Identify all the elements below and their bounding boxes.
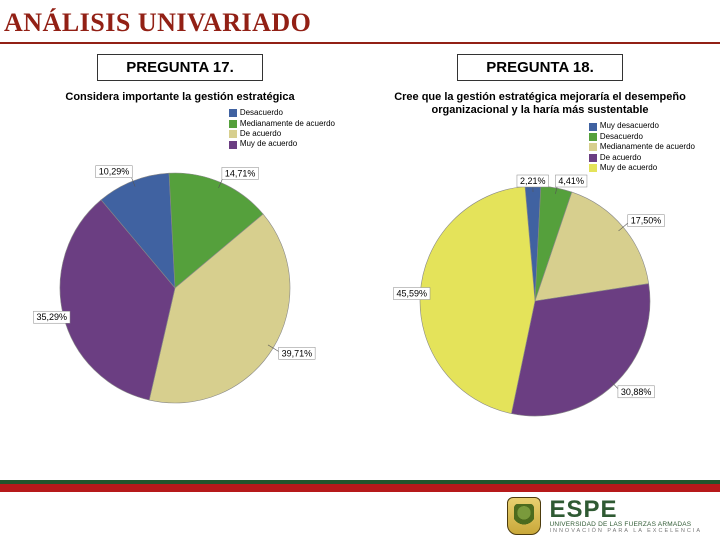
svg-text:10,29%: 10,29% [99, 167, 130, 177]
legend-label: De acuerdo [240, 129, 281, 139]
footer: ESPE UNIVERSIDAD DE LAS FUERZAS ARMADAS … [0, 480, 720, 540]
svg-text:39,71%: 39,71% [282, 348, 313, 358]
svg-text:30,88%: 30,88% [621, 387, 652, 397]
legend-item: De acuerdo [589, 153, 695, 163]
legend-item: Muy desacuerdo [589, 121, 695, 131]
svg-text:2,21%: 2,21% [520, 176, 546, 186]
svg-text:35,29%: 35,29% [36, 312, 67, 322]
legend-swatch [229, 141, 237, 149]
legend-18: Muy desacuerdoDesacuerdoMedianamente de … [589, 121, 695, 173]
slice-label: 35,29% [33, 311, 70, 323]
svg-text:4,41%: 4,41% [558, 176, 584, 186]
legend-swatch [589, 143, 597, 151]
legend-item: Desacuerdo [229, 108, 335, 118]
legend-item: De acuerdo [229, 129, 335, 139]
chart-col-18: PREGUNTA 18. Cree que la gestión estraté… [380, 54, 700, 431]
question-label-18: PREGUNTA 18. [457, 54, 623, 81]
logo-crest-icon [507, 497, 541, 535]
slice-label: 2,21% [517, 175, 549, 187]
chart-title-18: Cree que la gestión estratégica mejorarí… [380, 91, 700, 117]
legend-swatch [229, 109, 237, 117]
slice-label: 39,71% [279, 347, 316, 359]
logo-main: ESPE [549, 498, 702, 522]
footer-body: ESPE UNIVERSIDAD DE LAS FUERZAS ARMADAS … [0, 492, 720, 540]
legend-17: DesacuerdoMedianamente de acuerdoDe acue… [229, 108, 335, 150]
legend-swatch [589, 154, 597, 162]
chart-title-17: Considera importante la gestión estratég… [65, 91, 294, 104]
legend-label: Medianamente de acuerdo [600, 142, 695, 152]
slice-label: 14,71% [222, 168, 259, 180]
pie-17: 10,29%14,71%39,71%35,29% [45, 158, 305, 418]
footer-bar-accent [0, 484, 720, 492]
legend-label: Muy desacuerdo [600, 121, 659, 131]
slice-label: 4,41% [555, 175, 587, 187]
chart-area-17: DesacuerdoMedianamente de acuerdoDe acue… [25, 108, 335, 418]
logo-text: ESPE UNIVERSIDAD DE LAS FUERZAS ARMADAS … [549, 498, 702, 534]
slice-label: 17,50% [628, 215, 665, 227]
page-title: ANÁLISIS UNIVARIADO [0, 0, 720, 44]
legend-item: Medianamente de acuerdo [229, 119, 335, 129]
legend-label: Desacuerdo [600, 132, 643, 142]
pie-18: 2,21%4,41%17,50%30,88%45,59% [405, 171, 665, 431]
chart-area-18: Muy desacuerdoDesacuerdoMedianamente de … [385, 121, 695, 431]
pie-slice [420, 187, 535, 414]
legend-swatch [229, 120, 237, 128]
slice-label: 45,59% [393, 288, 430, 300]
legend-swatch [589, 133, 597, 141]
slice-label: 10,29% [96, 166, 133, 178]
legend-swatch [589, 123, 597, 131]
legend-label: Desacuerdo [240, 108, 283, 118]
legend-label: De acuerdo [600, 153, 641, 163]
legend-label: Muy de acuerdo [240, 139, 297, 149]
legend-swatch [229, 130, 237, 138]
logo-block: ESPE UNIVERSIDAD DE LAS FUERZAS ARMADAS … [507, 497, 702, 535]
svg-text:17,50%: 17,50% [631, 216, 662, 226]
legend-item: Desacuerdo [589, 132, 695, 142]
chart-col-17: PREGUNTA 17. Considera importante la ges… [20, 54, 340, 431]
legend-label: Medianamente de acuerdo [240, 119, 335, 129]
legend-item: Muy de acuerdo [229, 139, 335, 149]
slice-label: 30,88% [618, 386, 655, 398]
legend-item: Medianamente de acuerdo [589, 142, 695, 152]
svg-text:14,71%: 14,71% [225, 169, 256, 179]
svg-text:45,59%: 45,59% [396, 289, 427, 299]
charts-row: PREGUNTA 17. Considera importante la ges… [0, 44, 720, 431]
question-label-17: PREGUNTA 17. [97, 54, 263, 81]
logo-sub2: INNOVACIÓN PARA LA EXCELENCIA [549, 529, 702, 535]
